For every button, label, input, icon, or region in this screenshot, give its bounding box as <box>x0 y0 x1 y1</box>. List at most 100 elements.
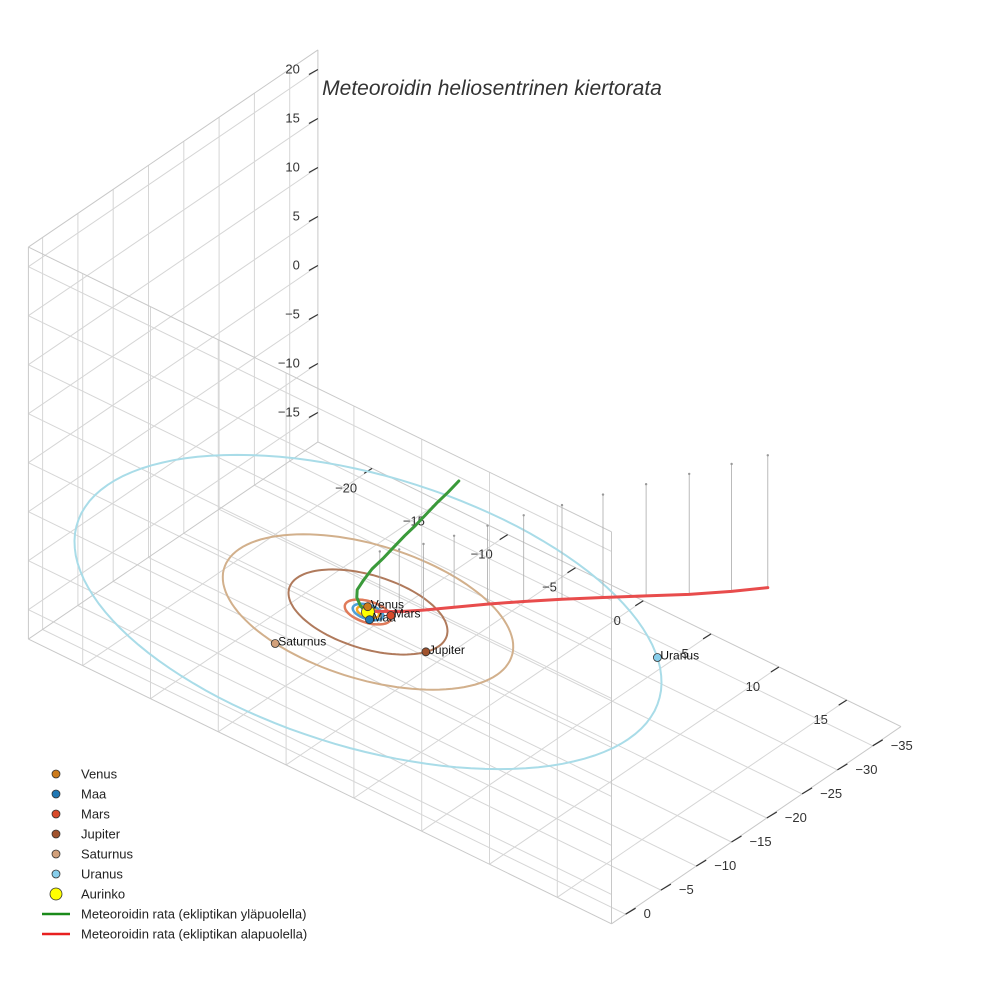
trajectory-series-2 <box>366 586 770 614</box>
legend-dot-swatch <box>51 869 61 879</box>
legend-item[interactable]: Jupiter <box>51 827 121 842</box>
x-tick-mark <box>567 567 576 574</box>
y-tick-label: 0 <box>644 906 651 921</box>
chart-legend[interactable]: Venus Maa Mars Jupiter Saturnus Uranus Aurinko… <box>42 767 307 942</box>
floor-grid-line <box>82 467 373 667</box>
z-tick-label: 0 <box>293 258 300 273</box>
legend-label: Aurinko <box>81 887 125 902</box>
legend-item[interactable]: Aurinko <box>49 887 125 902</box>
z-tick-label: 10 <box>285 160 299 175</box>
legend-item[interactable]: Maa <box>51 787 107 802</box>
z-tick-label: 20 <box>285 62 299 77</box>
pane-border <box>28 246 612 533</box>
floor-grid-line <box>254 484 838 771</box>
drop-line-tip <box>766 454 769 457</box>
x-tick-label: −20 <box>335 480 357 495</box>
legend-item[interactable]: Venus <box>51 767 118 782</box>
side-wall-grid-line <box>28 167 319 366</box>
planet-label-uranus: Uranus <box>660 649 699 663</box>
planet-label-saturnus: Saturnus <box>278 635 326 649</box>
legend-item[interactable]: Meteoroidin rata (ekliptikan yläpuolella… <box>42 907 306 922</box>
side-wall-grid-line <box>28 314 319 513</box>
x-tick-mark <box>770 666 780 673</box>
planet-marker-venus <box>363 602 373 612</box>
drop-line-tip <box>644 483 648 486</box>
floor-grid-line <box>289 460 873 747</box>
floor-grid-line <box>77 605 662 891</box>
floor-grid-line <box>421 633 712 832</box>
floor-grid-line <box>183 532 768 819</box>
x-tick-mark <box>634 600 644 607</box>
floor-grid-line <box>353 600 644 799</box>
drop-line-tip <box>378 550 381 553</box>
side-wall-grid-line <box>28 265 319 464</box>
z-tick-label: 15 <box>285 111 299 126</box>
x-tick-label: −10 <box>471 547 493 562</box>
drop-line-tip <box>730 462 733 466</box>
legend-item[interactable]: Saturnus <box>51 847 134 862</box>
back-wall-grid-line <box>28 511 612 797</box>
legend-dot-swatch <box>51 769 61 779</box>
legend-item[interactable]: Uranus <box>51 867 123 882</box>
y-tick-label: −20 <box>785 810 807 825</box>
drop-line-tip <box>522 514 525 517</box>
y-tick-mark <box>801 787 813 795</box>
z-tick-label: −10 <box>278 356 300 371</box>
y-tick-mark <box>766 811 778 819</box>
y-tick-label: −10 <box>714 858 736 873</box>
x-tick-label: −15 <box>403 514 425 529</box>
back-wall-grid-line <box>28 315 612 601</box>
side-wall-grid-line <box>28 216 319 415</box>
axes-grid <box>27 49 902 925</box>
pane-border <box>317 441 902 728</box>
legend-label: Venus <box>81 767 118 782</box>
y-tick-label: −25 <box>820 786 842 801</box>
legend-label: Meteoroidin rata (ekliptikan alapuolella… <box>81 927 307 942</box>
z-tick-label: −5 <box>285 307 300 322</box>
z-tick-label: 5 <box>293 209 300 224</box>
back-wall-grid-line <box>28 266 612 552</box>
pane-border <box>28 49 319 248</box>
x-tick-label: 15 <box>813 712 827 727</box>
y-tick-label: −35 <box>891 738 913 753</box>
floor-grid-line <box>489 666 780 865</box>
side-wall-grid-line <box>28 69 319 268</box>
z-tick-label: −15 <box>278 405 300 420</box>
floor-grid-line <box>148 556 732 843</box>
z-tick-mark <box>308 362 319 370</box>
z-tick-mark <box>308 313 319 321</box>
x-tick-label: 10 <box>746 679 760 694</box>
side-wall-grid-line <box>28 363 319 562</box>
drop-line-tip <box>452 534 456 537</box>
floor-grid-line <box>218 534 508 733</box>
planet-marker-mars <box>386 611 396 620</box>
y-tick-mark <box>731 835 742 843</box>
x-tick-mark <box>499 534 509 541</box>
floor-grid-line <box>557 699 847 898</box>
x-tick-mark <box>838 699 848 706</box>
planet-marker-saturnus <box>270 639 280 648</box>
planet-marker-uranus <box>653 653 662 662</box>
y-tick-mark <box>625 907 636 915</box>
meteoroid-trajectory <box>355 479 770 614</box>
legend-dot-swatch <box>51 789 61 799</box>
y-tick-mark <box>660 883 672 891</box>
z-tick-mark <box>308 215 319 223</box>
planet-marker-maa <box>365 615 374 625</box>
x-tick-label: −5 <box>542 580 557 595</box>
planet-label-mars: Mars <box>394 607 421 621</box>
planet-label-venus: Venus <box>371 598 404 612</box>
drop-line-tip <box>422 542 425 546</box>
legend-item[interactable]: Mars <box>51 807 110 822</box>
legend-label: Uranus <box>81 867 123 882</box>
y-tick-label: −15 <box>750 834 772 849</box>
pane-border <box>611 726 902 925</box>
trajectory-series-1 <box>355 479 461 612</box>
legend-label: Saturnus <box>81 847 134 862</box>
side-wall-grid-line <box>28 412 319 611</box>
legend-item[interactable]: Meteoroidin rata (ekliptikan alapuolella… <box>42 927 307 942</box>
back-wall-grid-line <box>28 462 612 748</box>
floor-grid-line <box>150 501 441 700</box>
